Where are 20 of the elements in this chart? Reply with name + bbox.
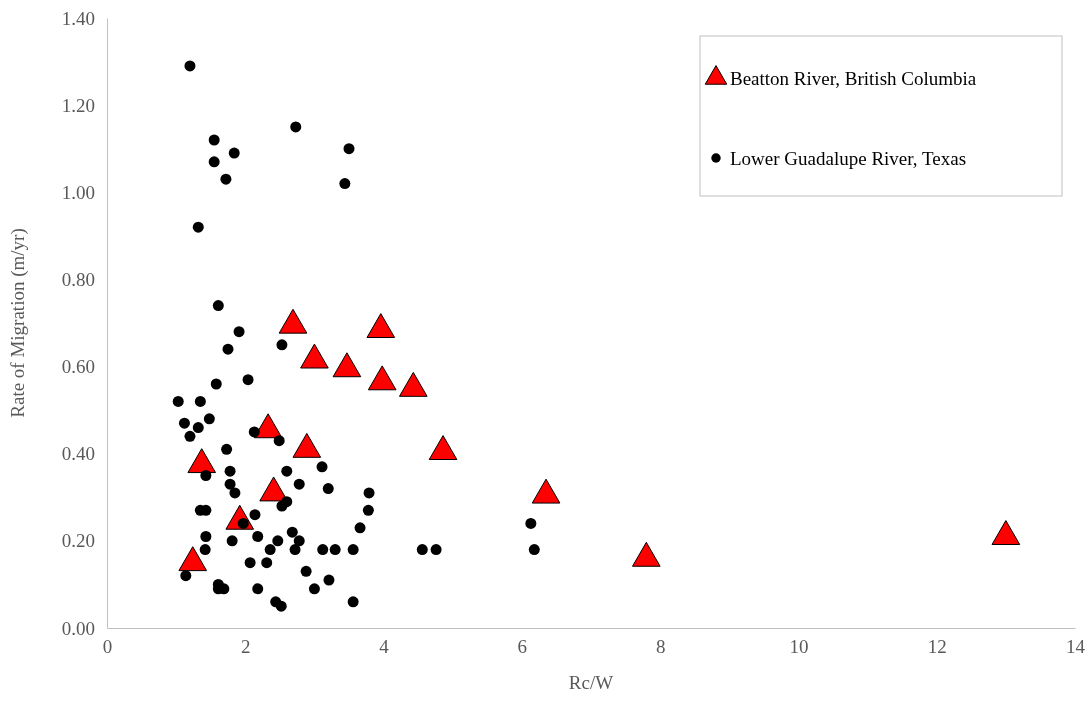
x-tick-label: 8	[655, 636, 666, 658]
x-tick-label: 0	[102, 636, 113, 658]
legend-label: Lower Guadalupe River, Texas	[730, 148, 967, 169]
x-tick-label: 6	[517, 636, 528, 658]
y-tick-label: 1.00	[61, 181, 95, 203]
x-tick-label: 14	[1066, 636, 1086, 658]
y-axis-title: Rate of Migration (m/yr)	[7, 228, 29, 418]
y-tick-label: 0.60	[61, 356, 95, 378]
y-tick-label: 1.40	[61, 7, 95, 29]
legend-label: Beatton River, British Columbia	[730, 68, 977, 89]
x-tick-label: 2	[241, 636, 251, 658]
y-tick-label: 0.40	[61, 443, 95, 465]
x-tick-label: 4	[379, 636, 390, 658]
x-axis-title: Rc/W	[568, 672, 614, 693]
x-tick-label: 12	[927, 636, 947, 658]
x-tick-label: 10	[789, 636, 809, 658]
y-tick-label: 0.20	[61, 530, 95, 552]
y-tick-label: 0.80	[61, 269, 95, 291]
y-tick-label: 1.20	[61, 94, 95, 116]
y-tick-label: 0.00	[61, 617, 95, 639]
